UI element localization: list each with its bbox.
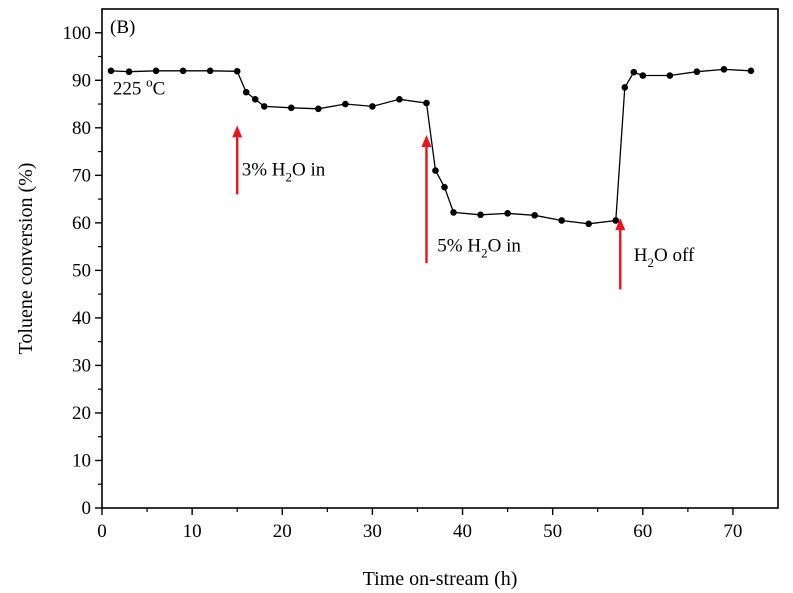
data-point — [558, 217, 565, 224]
data-point — [693, 68, 701, 76]
x-tick-label: 20 — [273, 521, 292, 542]
x-tick-label: 50 — [543, 521, 562, 542]
data-point — [342, 100, 349, 108]
x-tick-label: 60 — [633, 521, 652, 542]
data-point — [531, 211, 538, 219]
data-point — [423, 99, 430, 107]
data-point — [612, 217, 620, 224]
y-tick-label: 50 — [72, 260, 91, 281]
x-tick-label: 0 — [97, 521, 107, 542]
data-point — [630, 68, 638, 76]
y-tick-label: 90 — [72, 70, 91, 91]
y-tick-label: 100 — [63, 23, 92, 44]
plot-frame — [101, 8, 779, 509]
y-tick-label: 20 — [72, 403, 91, 424]
y-tick-label: 10 — [72, 450, 91, 471]
annotation-h2o-off: H2O off — [634, 245, 695, 270]
data-point — [504, 210, 511, 217]
data-point — [260, 103, 268, 110]
y-axis-title: Toluene conversion (%) — [15, 163, 37, 355]
y-tick-label: 70 — [72, 165, 91, 186]
data-point — [450, 209, 457, 216]
data-point — [666, 72, 674, 79]
annotation-temp: 225 oC — [113, 75, 165, 100]
x-axis-title: Time on-stream (h) — [363, 568, 518, 590]
data-point — [621, 84, 629, 91]
data-point — [125, 68, 133, 76]
y-tick-label: 30 — [72, 355, 91, 376]
y-tick-label: 40 — [72, 308, 91, 329]
arrow-h2o-off — [615, 218, 626, 290]
arrow-h2o-3 — [232, 125, 243, 195]
x-tick-label: 70 — [723, 521, 742, 542]
annotations-layer: 225 oC 3% H2O in 5% H2O in H2O off — [113, 75, 695, 290]
x-tick-label: 10 — [183, 521, 202, 542]
data-point — [152, 67, 160, 75]
y-tick-label: 0 — [82, 498, 92, 519]
data-point — [477, 211, 484, 219]
data-point — [396, 95, 403, 103]
data-point — [432, 167, 439, 174]
data-point — [441, 183, 448, 191]
data-point — [251, 95, 259, 103]
x-tick-label: 40 — [453, 521, 472, 542]
arrow-h2o-5 — [421, 134, 432, 264]
data-point — [747, 67, 755, 75]
data-point — [233, 67, 241, 75]
data-point — [107, 67, 115, 75]
data-point — [315, 105, 322, 113]
panel-label: (B) — [110, 17, 135, 38]
x-tick-label: 30 — [363, 521, 382, 542]
axis-ticks: 0 10 20 30 40 50 60 70 0 10 20 30 40 50 60 70 80 90 100 — [63, 23, 743, 542]
y-tick-label: 60 — [72, 213, 91, 234]
y-tick-label: 80 — [72, 118, 91, 139]
data-point — [369, 103, 376, 110]
data-point — [179, 67, 187, 75]
data-point — [287, 104, 295, 112]
data-point — [585, 220, 593, 228]
data-point — [639, 72, 647, 79]
data-point — [720, 66, 728, 73]
annotation-h2o-3: 3% H2O in — [242, 159, 326, 184]
series-layer — [107, 66, 755, 228]
data-point — [206, 67, 214, 75]
annotation-h2o-5: 5% H2O in — [437, 235, 521, 260]
data-point — [242, 88, 250, 96]
